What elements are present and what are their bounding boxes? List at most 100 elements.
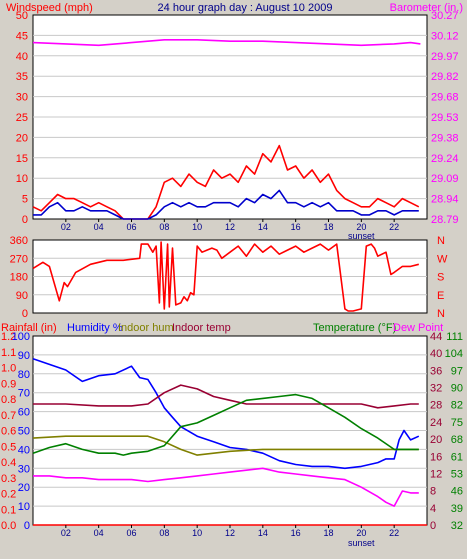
rainfall-tick-label: 0.5 xyxy=(1,441,16,453)
wind_direction-line xyxy=(32,241,419,312)
compass-tick-label: N xyxy=(437,308,445,320)
sunset-label: sunset xyxy=(348,231,375,241)
humidity-tick-label: 70 xyxy=(18,388,30,400)
hour-tick-label: 14 xyxy=(258,528,268,538)
rainfall-tick-label: 0.4 xyxy=(1,457,16,469)
indoor_temp-line xyxy=(33,384,419,409)
direction-gridlines xyxy=(33,257,427,296)
barometer-tick-label: 29.53 xyxy=(431,112,459,124)
hour-tick-label: 12 xyxy=(225,528,235,538)
hour-tick-label: 22 xyxy=(389,528,399,538)
windspeed-tick-label: 20 xyxy=(16,132,28,144)
compass-tick-label: E xyxy=(437,290,444,302)
hour-tick-label: 20 xyxy=(356,528,366,538)
barometer-tick-label: 30.12 xyxy=(431,30,459,42)
fahrenheit-tick-label: 53 xyxy=(451,468,463,480)
celsius-tick-label: 4 xyxy=(430,503,436,515)
degree-tick-label: 180 xyxy=(10,272,28,284)
degree-tick-label: 90 xyxy=(16,290,28,302)
celsius-tick-label: 20 xyxy=(430,434,442,446)
hour-tick-label: 06 xyxy=(126,528,136,538)
wind-barometer-panel: Windspeed (mph) 24 hour graph day : Augu… xyxy=(6,2,463,241)
humidity-tick-label: 80 xyxy=(18,369,30,381)
hour-tick-label: 02 xyxy=(61,528,71,538)
celsius-tick-label: 0 xyxy=(430,520,436,532)
windspeed-tick-label: 0 xyxy=(22,214,28,226)
wind-x-ticks: 02 04 06 08 10 12 14 16 18 20 22 xyxy=(61,219,399,232)
degree-tick-label: 0 xyxy=(22,308,28,320)
hour-tick-label: 16 xyxy=(291,222,301,232)
dew_point-line xyxy=(33,467,419,507)
rainfall-tick-label: 0.9 xyxy=(1,378,16,390)
hour-tick-label: 10 xyxy=(192,528,202,538)
rainfall-tick-label: 0.6 xyxy=(1,426,16,438)
humidity-tick-label: 0 xyxy=(24,520,30,532)
temperature-x-ticks: 02 04 06 08 10 12 14 16 18 20 22 xyxy=(61,525,399,538)
indoor-temp-axis-label: Indoor temp xyxy=(172,322,231,334)
humidity-tick-label: 10 xyxy=(18,501,30,513)
barometer-tick-label: 29.24 xyxy=(431,153,459,165)
wind-series xyxy=(32,39,421,220)
barometer-tick-label: 29.68 xyxy=(431,92,459,104)
barometer-tick-label: 29.09 xyxy=(431,173,459,185)
rainfall-tick-label: 1.2 xyxy=(1,331,16,343)
compass-tick-label: N xyxy=(437,235,445,247)
hour-tick-label: 08 xyxy=(159,528,169,538)
hour-tick-label: 22 xyxy=(389,222,399,232)
hour-tick-label: 04 xyxy=(94,222,104,232)
rainfall-tick-label: 0.7 xyxy=(1,410,16,422)
humidity-ticks: 0 10 20 30 40 50 60 70 80 90 100 xyxy=(12,331,30,532)
barometer-tick-label: 29.38 xyxy=(431,132,459,144)
windspeed-tick-label: 10 xyxy=(16,173,28,185)
humidity-axis-label: Humidity % xyxy=(67,322,123,334)
degree-ticks: 0 90 180 270 360 xyxy=(10,235,28,320)
rainfall-tick-label: 0.2 xyxy=(1,489,16,501)
fahrenheit-ticks: 32 39 46 53 61 68 75 82 90 97 104 111 xyxy=(445,331,463,532)
celsius-tick-label: 40 xyxy=(430,348,442,360)
windspeed-tick-label: 40 xyxy=(16,51,28,63)
wind-gridlines xyxy=(33,34,427,200)
barometer-tick-label: 28.94 xyxy=(431,194,459,206)
humidity-tick-label: 50 xyxy=(18,426,30,438)
hour-tick-label: 04 xyxy=(94,528,104,538)
windspeed-tick-label: 30 xyxy=(16,92,28,104)
windspeed-tick-label: 35 xyxy=(16,71,28,83)
fahrenheit-tick-label: 104 xyxy=(445,348,463,360)
fahrenheit-tick-label: 61 xyxy=(451,451,463,463)
degree-tick-label: 360 xyxy=(10,235,28,247)
fahrenheit-tick-label: 75 xyxy=(451,417,463,429)
celsius-ticks: 0 4 8 12 16 20 24 28 32 36 40 44 xyxy=(430,331,442,532)
rainfall-tick-label: 1.1 xyxy=(1,347,16,359)
barometer-tick-label: 29.82 xyxy=(431,71,459,83)
wind_avg-line xyxy=(33,189,419,220)
humidity-tick-label: 100 xyxy=(12,331,30,343)
rainfall-tick-label: 0.8 xyxy=(1,394,16,406)
compass-tick-label: S xyxy=(437,272,444,284)
windspeed-tick-label: 5 xyxy=(22,194,28,206)
degree-tick-label: 270 xyxy=(10,253,28,265)
celsius-tick-label: 28 xyxy=(430,400,442,412)
humidity-line xyxy=(32,357,420,470)
temperature-line xyxy=(32,393,419,456)
rainfall-ticks: 0.0 0.1 0.2 0.3 0.4 0.5 0.6 0.7 0.8 0.9 1.0 1.1 1.2 xyxy=(1,331,16,532)
hour-tick-label: 02 xyxy=(61,222,71,232)
fahrenheit-tick-label: 82 xyxy=(451,400,463,412)
celsius-tick-label: 24 xyxy=(430,417,442,429)
barometer-ticks: 28.79 28.94 29.09 29.24 29.38 29.53 29.68 29.82… xyxy=(431,10,459,226)
barometer-tick-label: 29.97 xyxy=(431,51,459,63)
windspeed-tick-label: 50 xyxy=(16,10,28,22)
barometer-axis-label: Barometer (in.) xyxy=(390,2,463,14)
humidity-tick-label: 60 xyxy=(18,407,30,419)
sunset-label-lower: sunset xyxy=(348,538,375,548)
chart-title: 24 hour graph day : August 10 2009 xyxy=(158,2,333,14)
hour-tick-label: 14 xyxy=(258,222,268,232)
barometer-tick-label: 28.79 xyxy=(431,214,459,226)
temperature-axis-label: Temperature (°F) xyxy=(313,322,396,334)
windspeed-axis-label: Windspeed (mph) xyxy=(6,2,93,14)
hour-tick-label: 16 xyxy=(291,528,301,538)
compass-tick-label: W xyxy=(437,253,448,265)
humidity-tick-label: 40 xyxy=(18,444,30,456)
